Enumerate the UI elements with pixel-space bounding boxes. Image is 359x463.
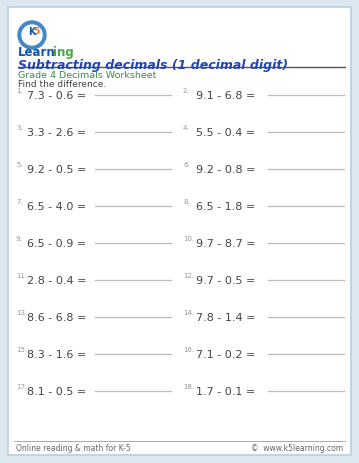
Text: 12.: 12. <box>183 272 194 278</box>
Text: 7.1 - 0.2 =: 7.1 - 0.2 = <box>196 349 255 359</box>
Text: 6.5 - 1.8 =: 6.5 - 1.8 = <box>196 201 255 212</box>
Text: 9.2 - 0.5 =: 9.2 - 0.5 = <box>27 165 87 175</box>
Text: 7.3 - 0.6 =: 7.3 - 0.6 = <box>27 91 86 101</box>
Text: 13.: 13. <box>16 309 27 315</box>
Text: 8.3 - 1.6 =: 8.3 - 1.6 = <box>27 349 86 359</box>
Text: 18.: 18. <box>183 383 194 389</box>
Text: 17.: 17. <box>16 383 27 389</box>
Text: Learn: Learn <box>18 46 56 59</box>
Text: Subtracting decimals (1 decimal digit): Subtracting decimals (1 decimal digit) <box>18 59 288 72</box>
Text: 4.: 4. <box>183 125 190 131</box>
Text: 7.: 7. <box>16 199 23 205</box>
Text: 10.: 10. <box>183 236 194 242</box>
Text: 7.8 - 1.4 =: 7.8 - 1.4 = <box>196 313 256 322</box>
Text: Find the difference.: Find the difference. <box>18 80 106 89</box>
Text: 11.: 11. <box>16 272 27 278</box>
Text: 15.: 15. <box>16 346 27 352</box>
Text: 9.1 - 6.8 =: 9.1 - 6.8 = <box>196 91 255 101</box>
Text: 3.3 - 2.6 =: 3.3 - 2.6 = <box>27 128 86 138</box>
Text: ing: ing <box>53 46 74 59</box>
Text: 5.: 5. <box>16 162 23 168</box>
Text: 9.7 - 0.5 =: 9.7 - 0.5 = <box>196 275 255 285</box>
Text: 8.: 8. <box>183 199 190 205</box>
Text: 2.: 2. <box>183 88 190 94</box>
Text: 16.: 16. <box>183 346 194 352</box>
Text: 2.8 - 0.4 =: 2.8 - 0.4 = <box>27 275 87 285</box>
FancyBboxPatch shape <box>8 8 351 455</box>
Text: 5: 5 <box>33 27 39 37</box>
Text: 6.5 - 4.0 =: 6.5 - 4.0 = <box>27 201 86 212</box>
Text: 1.: 1. <box>16 88 23 94</box>
Circle shape <box>18 22 46 50</box>
Text: 9.7 - 8.7 =: 9.7 - 8.7 = <box>196 238 256 249</box>
Text: Grade 4 Decimals Worksheet: Grade 4 Decimals Worksheet <box>18 71 157 80</box>
Text: 9.2 - 0.8 =: 9.2 - 0.8 = <box>196 165 256 175</box>
Text: 1.7 - 0.1 =: 1.7 - 0.1 = <box>196 386 255 396</box>
Text: 3.: 3. <box>16 125 23 131</box>
Text: 6.5 - 0.9 =: 6.5 - 0.9 = <box>27 238 86 249</box>
Text: 8.1 - 0.5 =: 8.1 - 0.5 = <box>27 386 86 396</box>
Text: Online reading & math for K-5: Online reading & math for K-5 <box>16 443 131 452</box>
Text: K: K <box>28 27 36 37</box>
Text: 6.: 6. <box>183 162 190 168</box>
Text: ©  www.k5learning.com: © www.k5learning.com <box>251 443 343 452</box>
Text: 8.6 - 6.8 =: 8.6 - 6.8 = <box>27 313 87 322</box>
Text: 5.5 - 0.4 =: 5.5 - 0.4 = <box>196 128 255 138</box>
Circle shape <box>22 26 42 46</box>
Text: 14.: 14. <box>183 309 194 315</box>
Text: 9.: 9. <box>16 236 23 242</box>
